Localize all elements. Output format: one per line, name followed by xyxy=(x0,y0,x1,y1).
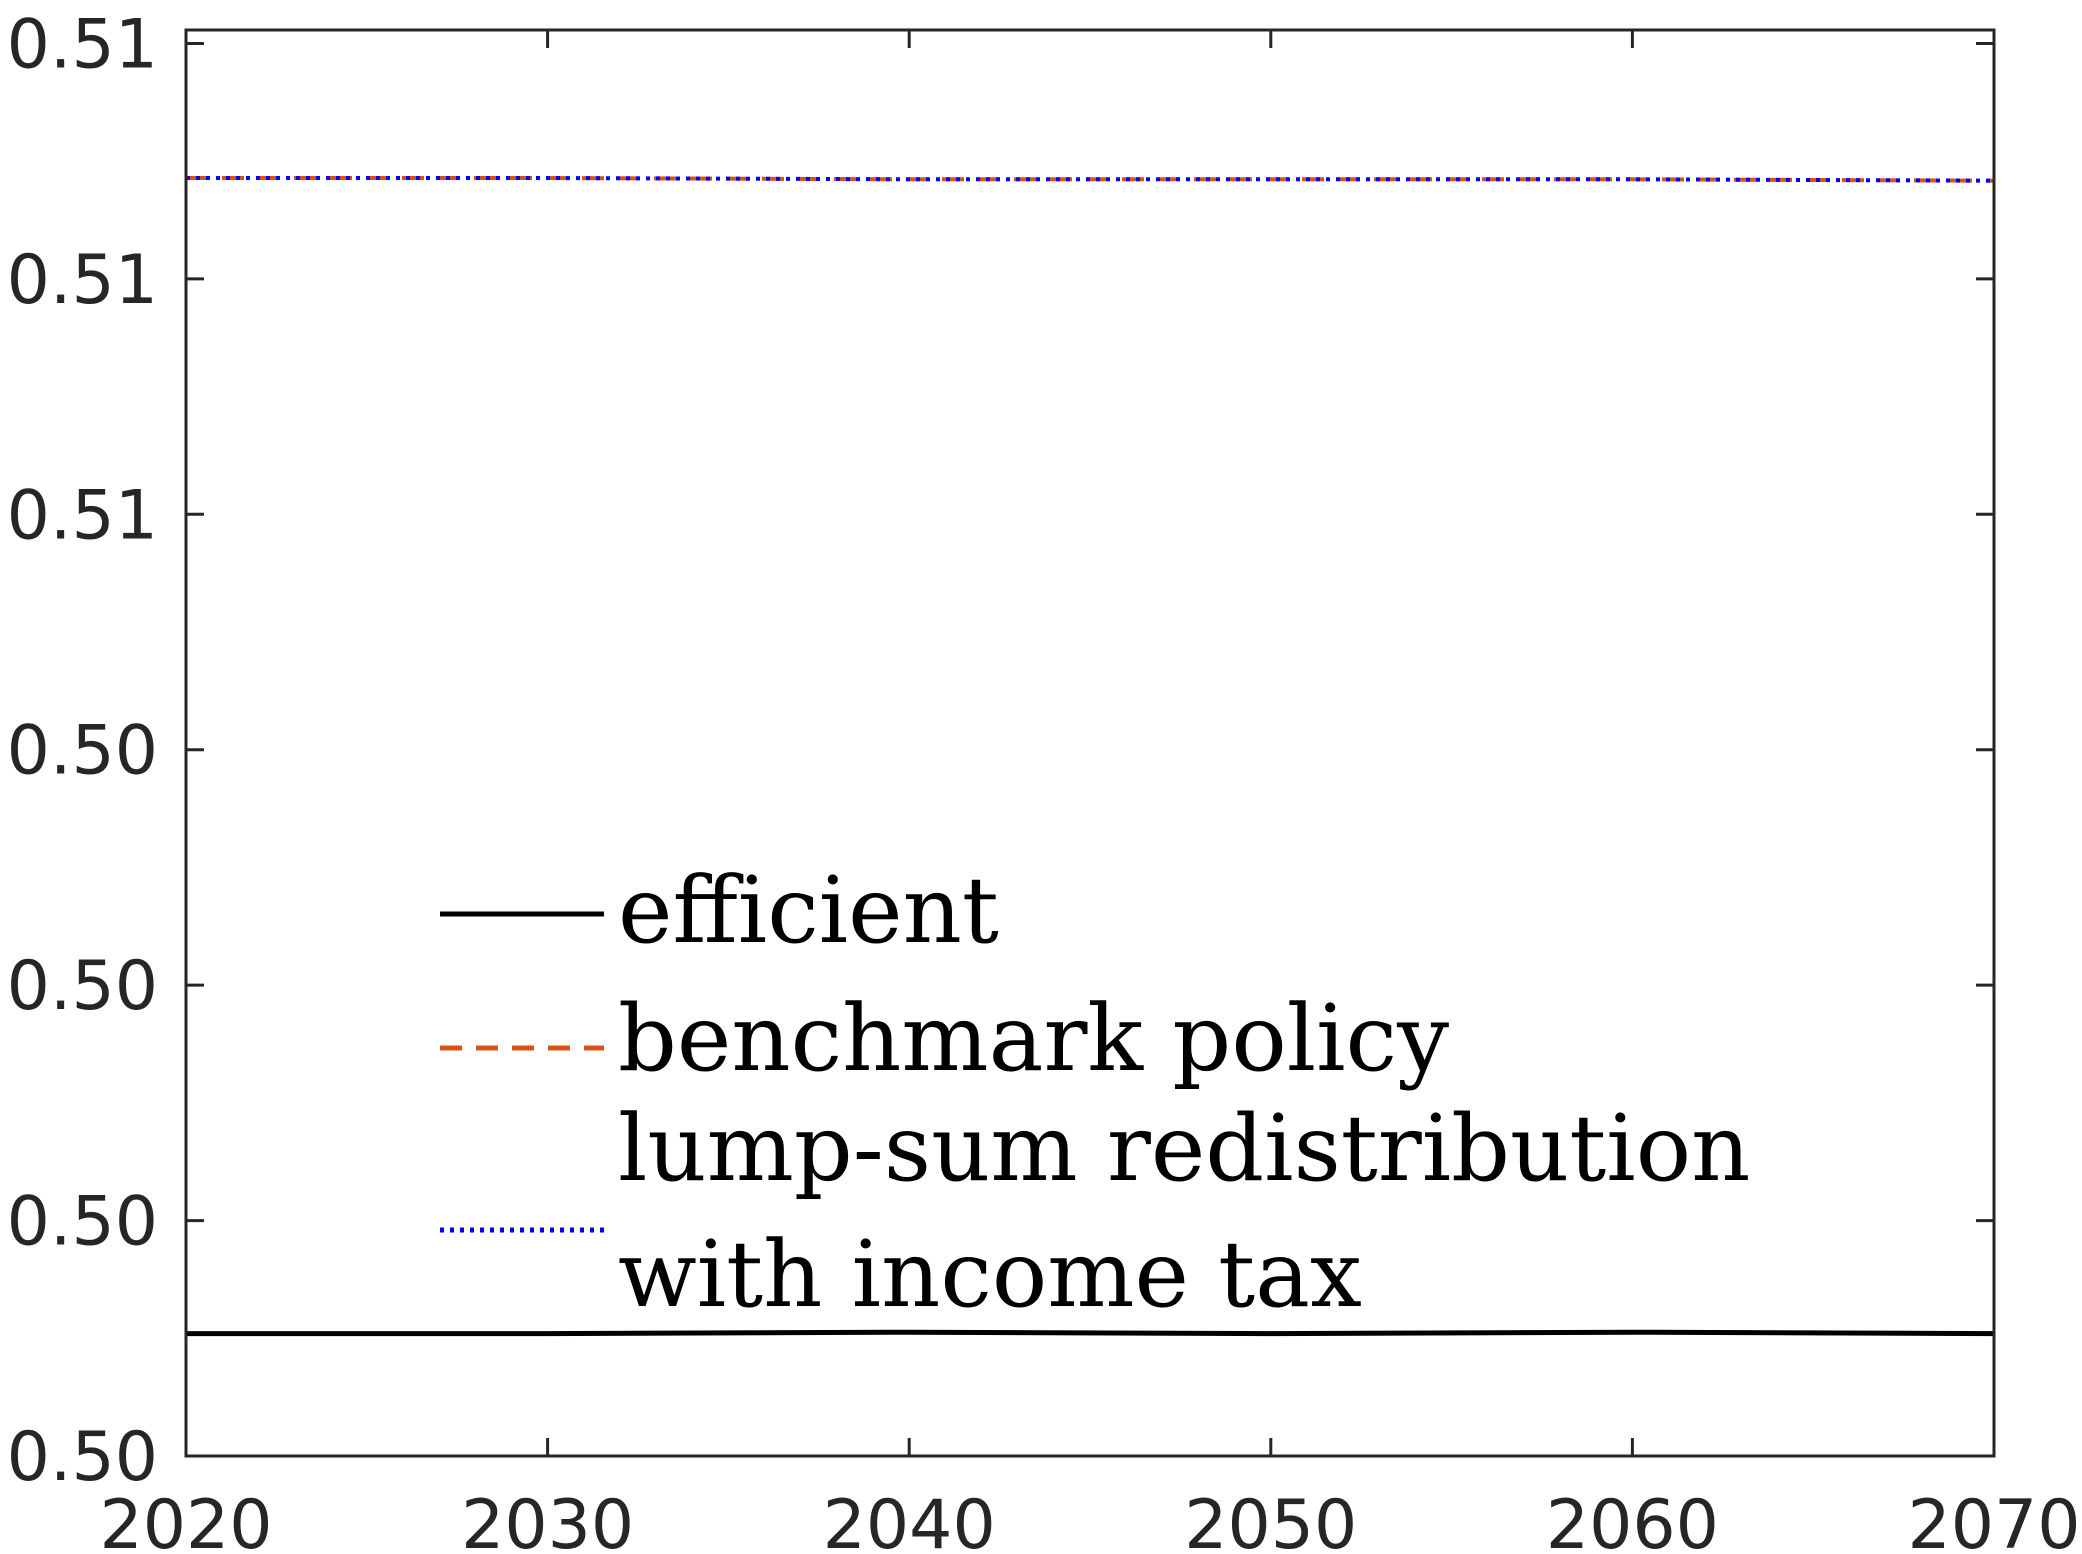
x-tick-label: 2060 xyxy=(1546,1486,1719,1554)
x-tick-label: 2050 xyxy=(1184,1486,1357,1554)
x-tick-label: 2020 xyxy=(99,1486,272,1554)
y-tick-label: 0.51 xyxy=(7,5,158,84)
y-tick-label: 0.51 xyxy=(7,476,158,555)
legend-label: efficient xyxy=(618,857,999,964)
legend-label: with income tax xyxy=(618,1221,1362,1328)
y-tick-label: 0.51 xyxy=(7,241,158,320)
y-tick-label: 0.50 xyxy=(7,947,158,1026)
legend-label: lump-sum redistribution xyxy=(618,1095,1750,1202)
y-tick-label: 0.50 xyxy=(7,1183,158,1262)
x-tick-label: 2030 xyxy=(461,1486,634,1554)
y-tick-label: 0.50 xyxy=(7,1418,158,1497)
axis-tick-labels: 2020 2030 2040 2050 2060 2070 0.50 0.50 0.50 0.50… xyxy=(7,5,2081,1554)
plot-frame xyxy=(184,28,1996,1458)
plot-lines xyxy=(186,176,1995,1337)
series-line-1 xyxy=(186,1329,1995,1337)
x-tick-label: 2070 xyxy=(1907,1486,2080,1554)
series-line-3 xyxy=(186,176,1995,183)
legend-label: benchmark policy xyxy=(618,985,1449,1092)
x-tick-label: 2040 xyxy=(823,1486,996,1554)
y-tick-label: 0.50 xyxy=(7,712,158,791)
